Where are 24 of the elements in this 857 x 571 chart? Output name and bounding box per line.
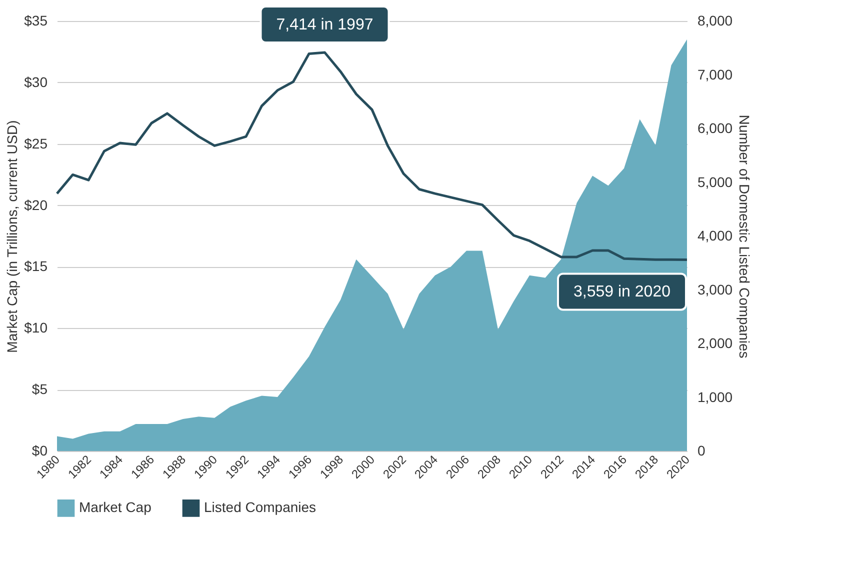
annotation: 3,559 in 2020	[574, 284, 671, 301]
y2-tick-label: 2,000	[698, 335, 733, 351]
legend-label: Market Cap	[79, 499, 152, 516]
y2-tick-label: 1,000	[698, 388, 733, 405]
y-axis-title: Market Cap (in Trillions, current USD)	[4, 120, 20, 353]
y2-tick-label: 6,000	[698, 120, 733, 136]
y2-tick-label: 7,000	[698, 66, 733, 82]
y2-tick-label: 5,000	[698, 174, 733, 190]
y-tick-label: $30	[24, 74, 48, 90]
y2-tick-label: 3,000	[698, 281, 733, 298]
y-tick-label: $25	[24, 135, 48, 152]
y-tick-label: $10	[24, 320, 48, 336]
y2-axis-title: Number of Domestic Listed Companies	[736, 114, 753, 358]
y-tick-label: $0	[32, 442, 48, 458]
y-tick-label: $20	[24, 196, 48, 213]
y-tick-label: $35	[24, 12, 48, 28]
y-tick-label: $5	[32, 381, 48, 398]
y-tick-label: $15	[24, 258, 48, 274]
y2-tick-label: 4,000	[698, 228, 733, 244]
legend-label: Listed Companies	[204, 499, 316, 516]
line-series	[56, 51, 688, 261]
y2-tick-label: 8,000	[698, 12, 733, 28]
y2-tick-label: 0	[698, 442, 706, 458]
annotation: 7,414 in 1997	[276, 16, 374, 34]
